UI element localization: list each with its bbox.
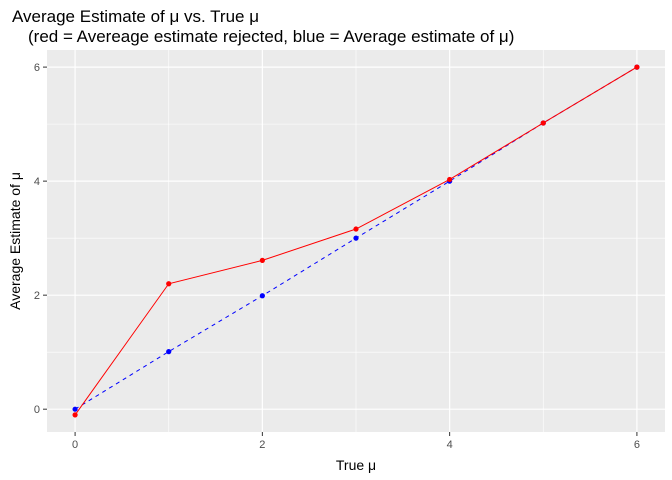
x-tick-label: 0: [72, 439, 78, 451]
y-tick-label: 4: [34, 176, 40, 188]
series-0-point: [72, 406, 78, 412]
series-0-point: [353, 235, 359, 241]
y-tick-label: 6: [34, 62, 40, 74]
series-1-point: [634, 64, 640, 70]
series-1-point: [72, 412, 78, 418]
series-1-point: [540, 120, 546, 126]
y-tick-label: 2: [34, 290, 40, 302]
x-tick-label: 6: [634, 439, 640, 451]
grid-layer: [47, 50, 665, 432]
chart-title: Average Estimate of μ vs. True μ: [12, 7, 259, 26]
x-axis-title: True μ: [336, 457, 376, 473]
chart-subtitle: (red = Avereage estimate rejected, blue …: [28, 27, 514, 46]
series-1-point: [353, 226, 359, 232]
y-axis-title: Average Estimate of μ: [7, 172, 23, 310]
x-tick-label: 4: [447, 439, 453, 451]
x-tick-label: 2: [259, 439, 265, 451]
series-layer: [72, 64, 640, 418]
y-tick-label: 0: [34, 404, 40, 416]
series-1-point: [259, 257, 265, 263]
series-0-point: [259, 293, 265, 299]
series-1-point: [447, 176, 453, 183]
series-1-point: [166, 281, 172, 287]
axis-layer: 0 2 4 6 0 2 4 6: [34, 62, 640, 451]
series-0-point: [166, 349, 172, 355]
